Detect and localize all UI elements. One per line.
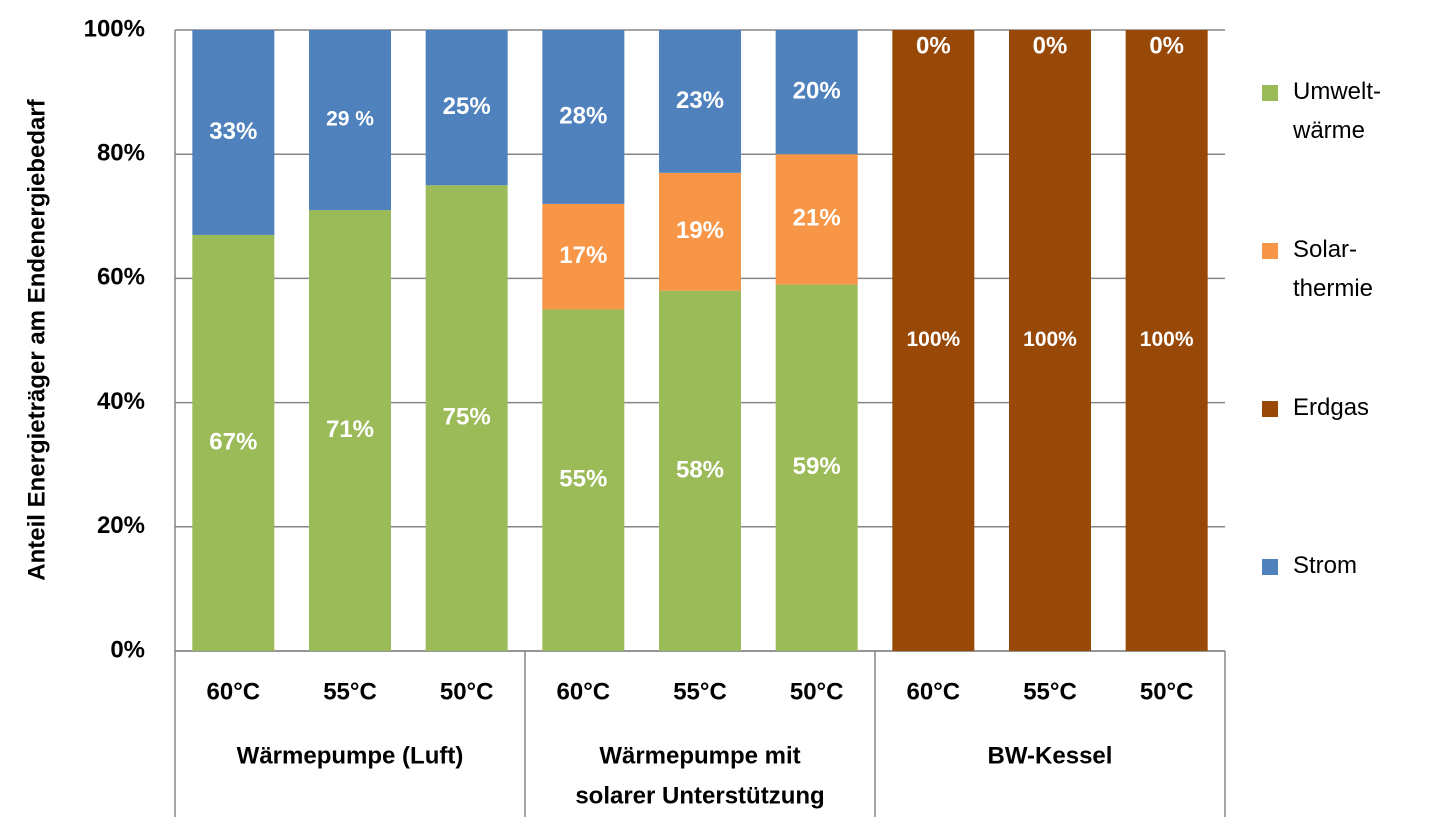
value-label: 33% <box>209 118 257 145</box>
legend-swatch <box>1262 85 1278 101</box>
value-label: 100% <box>1023 328 1077 351</box>
x-tick-label: 55°C <box>323 678 377 705</box>
y-tick-label: 0% <box>110 636 145 663</box>
x-tick-label: 50°C <box>790 678 844 705</box>
bar-segment <box>659 30 741 173</box>
legend-label: Umwelt-wärme <box>1292 78 1381 144</box>
bar-segment <box>1009 30 1091 651</box>
bar-segment <box>659 172 741 291</box>
bar-segment <box>659 290 741 651</box>
value-label: 100% <box>1140 328 1194 351</box>
value-label: 20% <box>793 77 841 104</box>
x-tick-label: 50°C <box>1140 678 1194 705</box>
bar-segment <box>775 30 858 155</box>
value-label: 100% <box>906 328 960 351</box>
bar-segment <box>192 234 275 651</box>
value-label: 55% <box>559 466 607 493</box>
bar-segment <box>192 30 275 235</box>
value-label: 0% <box>1149 32 1184 59</box>
value-label: 0% <box>916 32 951 59</box>
bar-segment <box>425 185 508 651</box>
legend-label: Erdgas <box>1293 394 1369 421</box>
bar-segment <box>775 284 858 651</box>
y-axis-title: Anteil Energieträger am Endenergiebedarf <box>23 98 50 580</box>
bar-segment <box>542 30 625 204</box>
bar-segment <box>425 30 508 186</box>
group-label: solarer Unterstützung <box>575 782 824 809</box>
group-label: Wärmepumpe (Luft) <box>237 742 464 769</box>
legend-swatch <box>1262 401 1278 417</box>
value-label: 29 % <box>326 108 374 131</box>
x-tick-label: 55°C <box>673 678 727 705</box>
legend-swatch <box>1262 243 1278 259</box>
x-tick-label: 60°C <box>907 678 961 705</box>
bar-segment <box>309 210 391 651</box>
y-tick-label: 60% <box>97 264 145 291</box>
legend-swatch <box>1262 559 1278 575</box>
x-tick-label: 60°C <box>557 678 611 705</box>
x-tick-label: 50°C <box>440 678 494 705</box>
bar-segment <box>542 203 625 310</box>
bar-segment <box>775 154 858 285</box>
x-tick-label: 55°C <box>1023 678 1077 705</box>
legend-label: Solar-thermie <box>1293 236 1373 302</box>
y-tick-label: 40% <box>97 388 145 415</box>
bar-segment <box>1125 30 1208 651</box>
value-label: 23% <box>676 87 724 114</box>
group-label: Wärmepumpe mit <box>599 742 800 769</box>
value-label: 28% <box>559 102 607 129</box>
value-label: 67% <box>209 428 257 455</box>
y-tick-label: 80% <box>97 140 145 167</box>
value-label: 71% <box>326 416 374 443</box>
group-label: BW-Kessel <box>988 742 1113 769</box>
value-label: 58% <box>676 456 724 483</box>
bar-segment <box>542 309 625 651</box>
value-label: 0% <box>1033 32 1068 59</box>
value-label: 25% <box>443 93 491 120</box>
bar-segment <box>309 30 391 211</box>
value-label: 19% <box>676 217 724 244</box>
value-label: 59% <box>793 453 841 480</box>
value-label: 17% <box>559 242 607 269</box>
y-tick-label: 100% <box>84 15 145 42</box>
value-label: 75% <box>443 403 491 430</box>
value-label: 21% <box>793 205 841 232</box>
legend-label: Strom <box>1293 552 1357 579</box>
x-tick-label: 60°C <box>207 678 261 705</box>
y-tick-label: 20% <box>97 512 145 539</box>
bar-segment <box>892 30 975 651</box>
